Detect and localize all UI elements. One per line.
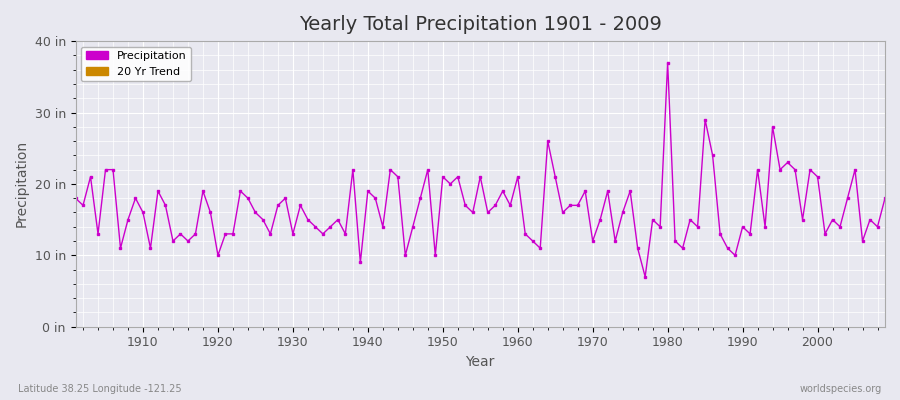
Title: Yearly Total Precipitation 1901 - 2009: Yearly Total Precipitation 1901 - 2009 xyxy=(299,15,662,34)
Text: worldspecies.org: worldspecies.org xyxy=(800,384,882,394)
Text: Latitude 38.25 Longitude -121.25: Latitude 38.25 Longitude -121.25 xyxy=(18,384,182,394)
X-axis label: Year: Year xyxy=(465,355,495,369)
Legend: Precipitation, 20 Yr Trend: Precipitation, 20 Yr Trend xyxy=(81,47,191,81)
Y-axis label: Precipitation: Precipitation xyxy=(15,140,29,228)
